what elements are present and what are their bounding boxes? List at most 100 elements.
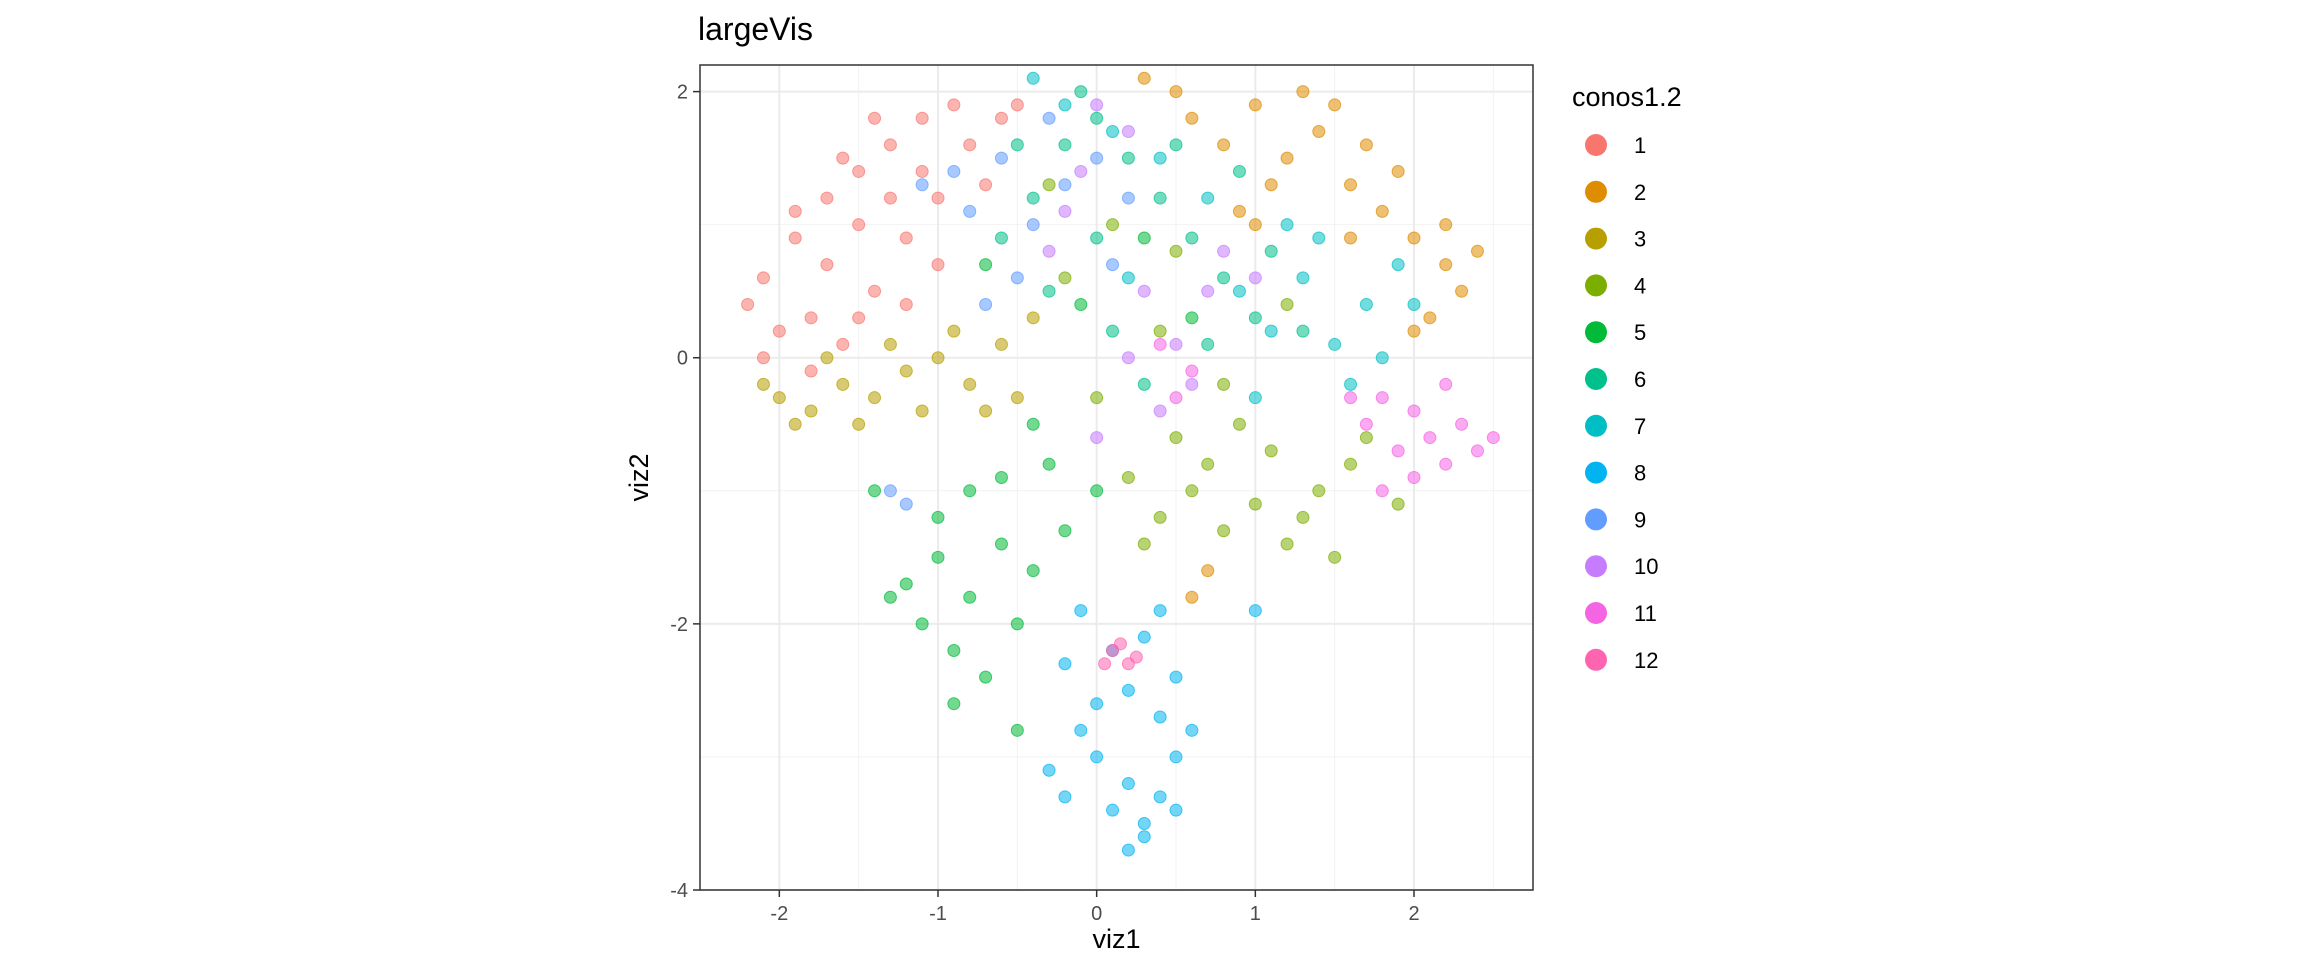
- legend-swatch-12: [1585, 648, 1607, 671]
- legend-label-8: 8: [1634, 461, 1646, 486]
- data-point-cluster-6: [1185, 231, 1199, 245]
- data-point-cluster-6: [1232, 164, 1246, 178]
- data-point-cluster-10: [1169, 337, 1183, 351]
- data-point-cluster-5: [1010, 723, 1024, 737]
- legend-label-6: 6: [1634, 367, 1646, 392]
- data-point-cluster-1: [852, 218, 866, 232]
- data-point-cluster-3: [804, 404, 818, 418]
- data-point-cluster-8: [1121, 777, 1135, 791]
- data-point-cluster-1: [852, 164, 866, 178]
- data-point-cluster-3: [836, 377, 850, 391]
- panel-border: [699, 64, 1534, 891]
- data-point-cluster-1: [883, 191, 897, 205]
- data-point-cluster-4: [1169, 244, 1183, 258]
- data-point-cluster-6: [1153, 191, 1167, 205]
- data-point-cluster-7: [1121, 271, 1135, 285]
- data-point-cluster-4: [1153, 324, 1167, 338]
- data-point-cluster-4: [1328, 550, 1342, 564]
- data-point-cluster-1: [804, 364, 818, 378]
- data-point-cluster-1: [772, 324, 786, 338]
- data-point-cluster-2: [1264, 178, 1278, 192]
- data-point-cluster-7: [1264, 324, 1278, 338]
- data-point-cluster-3: [931, 351, 945, 365]
- data-point-cluster-5: [1185, 311, 1199, 325]
- data-point-cluster-1: [756, 271, 770, 285]
- legend-swatch-5: [1585, 321, 1607, 344]
- data-point-cluster-3: [756, 377, 770, 391]
- data-point-cluster-2: [1375, 204, 1389, 218]
- data-point-cluster-8: [1090, 750, 1104, 764]
- data-point-cluster-9: [1042, 111, 1056, 125]
- data-point-cluster-11: [1439, 377, 1453, 391]
- data-point-cluster-9: [1026, 218, 1040, 232]
- legend-swatch-4: [1585, 274, 1607, 297]
- data-point-cluster-6: [1264, 244, 1278, 258]
- data-point-cluster-1: [979, 178, 993, 192]
- data-point-cluster-3: [868, 391, 882, 405]
- data-point-cluster-10: [1058, 204, 1072, 218]
- data-point-cluster-1: [868, 111, 882, 125]
- y-tick-label: -2: [670, 614, 688, 636]
- data-point-cluster-2: [1137, 71, 1151, 85]
- data-point-cluster-2: [1359, 138, 1373, 152]
- data-point-cluster-8: [1153, 604, 1167, 618]
- data-point-cluster-1: [931, 258, 945, 272]
- data-point-cluster-7: [1232, 284, 1246, 298]
- data-point-cluster-4: [1185, 484, 1199, 498]
- data-point-cluster-4: [1106, 218, 1120, 232]
- data-point-cluster-8: [1074, 723, 1088, 737]
- x-tick-label: -2: [770, 903, 788, 925]
- data-point-cluster-3: [947, 324, 961, 338]
- data-point-cluster-5: [868, 484, 882, 498]
- data-point-cluster-7: [1106, 125, 1120, 139]
- data-point-cluster-11: [1439, 457, 1453, 471]
- data-point-cluster-7: [1058, 98, 1072, 112]
- data-point-cluster-11: [1153, 337, 1167, 351]
- data-point-cluster-2: [1470, 244, 1484, 258]
- data-point-cluster-4: [1137, 537, 1151, 551]
- data-point-cluster-4: [1058, 271, 1072, 285]
- x-tick-label: -1: [929, 903, 947, 925]
- data-point-cluster-4: [1232, 417, 1246, 431]
- data-point-cluster-9: [899, 497, 913, 511]
- legend-label-4: 4: [1634, 273, 1646, 298]
- data-point-cluster-9: [915, 178, 929, 192]
- legend-label-5: 5: [1634, 320, 1646, 345]
- data-point-cluster-7: [1328, 337, 1342, 351]
- legend-swatch-3: [1585, 227, 1607, 250]
- data-point-cluster-5: [1058, 524, 1072, 538]
- data-point-cluster-8: [1090, 697, 1104, 711]
- data-point-cluster-8: [1106, 803, 1120, 817]
- data-point-cluster-1: [947, 98, 961, 112]
- data-point-cluster-8: [1042, 763, 1056, 777]
- y-tick-label: 2: [677, 82, 688, 104]
- data-point-cluster-11: [1185, 364, 1199, 378]
- data-point-cluster-2: [1344, 178, 1358, 192]
- legend-title: conos1.2: [1572, 82, 1682, 112]
- legend-swatch-7: [1585, 414, 1607, 437]
- data-point-cluster-1: [994, 111, 1008, 125]
- data-point-cluster-2: [1455, 284, 1469, 298]
- data-point-cluster-2: [1185, 590, 1199, 604]
- legend-label-2: 2: [1634, 180, 1646, 205]
- data-point-cluster-10: [1042, 244, 1056, 258]
- data-point-cluster-9: [963, 204, 977, 218]
- data-point-cluster-2: [1280, 151, 1294, 165]
- data-point-cluster-1: [899, 298, 913, 312]
- legend-swatch-1: [1585, 134, 1607, 156]
- data-point-cluster-9: [979, 298, 993, 312]
- y-tick-label: -4: [670, 880, 688, 902]
- data-point-cluster-2: [1296, 85, 1310, 99]
- data-point-cluster-8: [1058, 790, 1072, 804]
- legend-swatch-6: [1585, 368, 1607, 390]
- data-point-cluster-1: [883, 138, 897, 152]
- data-point-cluster-8: [1169, 670, 1183, 684]
- legend-label-9: 9: [1634, 507, 1646, 532]
- data-point-cluster-1: [741, 298, 755, 312]
- data-point-cluster-7: [1312, 231, 1326, 245]
- data-point-cluster-3: [788, 417, 802, 431]
- data-point-cluster-11: [1375, 391, 1389, 405]
- data-point-cluster-6: [1217, 271, 1231, 285]
- data-point-cluster-10: [1090, 98, 1104, 112]
- data-point-cluster-6: [1074, 85, 1088, 99]
